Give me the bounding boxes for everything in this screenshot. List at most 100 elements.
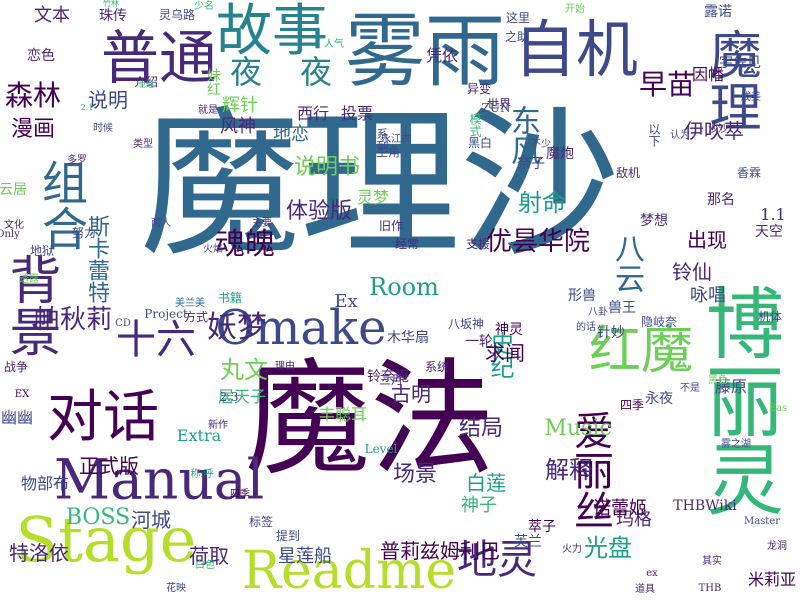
word-10: 对话 xyxy=(47,385,159,450)
word-164: 也是 xyxy=(138,80,154,89)
word-89: 天空 xyxy=(755,224,783,240)
word-48: 正式版 xyxy=(79,454,139,478)
word-ex-61: Ex xyxy=(334,291,358,312)
word-47: 光盘 xyxy=(584,534,632,562)
word-72: 物部布 xyxy=(20,474,70,493)
word-151: 世界 xyxy=(486,97,512,111)
word-139: 旧作 xyxy=(378,219,404,233)
word-27: 漫画 xyxy=(10,117,56,142)
word-58: 风神 xyxy=(220,116,256,137)
word-7: 故事 xyxy=(216,0,328,64)
word-75: 露诺 xyxy=(704,4,732,20)
word-0: 魔理沙 xyxy=(139,91,621,278)
word-127: 地狱 xyxy=(29,244,55,258)
word-145: 认为 xyxy=(670,130,690,141)
word-110: 龙洞 xyxy=(767,541,787,552)
word-63: 丰聪耳 xyxy=(318,405,368,424)
word-5: 魔理 xyxy=(700,28,760,132)
word-36: 铃仙 xyxy=(672,260,712,284)
word-3: 博丽灵 xyxy=(693,283,783,517)
word-74: 珠传 xyxy=(99,8,127,24)
word-85: 魔炮 xyxy=(546,146,574,162)
word-105: 八坂神 xyxy=(447,317,485,331)
word-173: 不是 xyxy=(680,383,700,394)
word-23: 夜 xyxy=(299,53,333,91)
word-54: 白莲 xyxy=(466,471,506,495)
word-15: 红魔 xyxy=(588,321,694,381)
word-22: 夜 xyxy=(229,53,263,91)
word-42: 古明 xyxy=(391,382,431,406)
word-97: 芙兰 xyxy=(514,534,542,550)
word-52: 玛格 xyxy=(616,509,652,530)
word-91: 一轮 xyxy=(465,334,493,350)
word-102: 系统 xyxy=(424,360,450,374)
word-53: 特洛依 xyxy=(9,541,69,565)
word-141: 支援 xyxy=(465,237,491,251)
word-148: 这里 xyxy=(505,11,531,25)
word-46: 场景 xyxy=(392,462,438,487)
word-35: 出现 xyxy=(687,228,727,252)
word-120: 新作 xyxy=(208,420,228,431)
word-omake-14: Omake xyxy=(215,300,387,356)
word-163: 竹林 xyxy=(103,0,119,8)
word-150: 异变 xyxy=(466,82,492,96)
word-8: 背景 xyxy=(0,253,60,357)
word-thbwiki-98: THBWiki xyxy=(673,498,737,514)
word-79: 宇佐见 xyxy=(719,55,761,71)
word-157: 灵乌路 xyxy=(158,8,196,22)
word-extra-62: Extra xyxy=(176,426,222,445)
word-80: 因幡 xyxy=(691,65,725,84)
word-161: 不少 xyxy=(531,139,551,150)
word-1-1-59: 1.1 xyxy=(760,205,786,224)
word-64: 星莲船 xyxy=(278,546,332,567)
word-21: 八云 xyxy=(609,233,644,293)
word-118: 标签 xyxy=(248,515,274,529)
word-only-130: Only xyxy=(0,229,20,240)
word-115: 花映 xyxy=(166,583,186,594)
word-master-109: Master xyxy=(743,516,781,527)
word-158: 永江衣 xyxy=(381,134,411,145)
word-146: 沙沙 xyxy=(708,124,728,135)
word-172: 黑色 xyxy=(708,375,728,386)
word-room-37: Room xyxy=(369,273,439,301)
word-87: 梦想 xyxy=(640,213,668,229)
word-55: 斯卡蕾特 xyxy=(84,215,109,303)
word-156: 少名 xyxy=(194,1,214,12)
word-86: 奈子 xyxy=(517,156,545,172)
word-25: 森林 xyxy=(4,79,62,112)
word-69: 米莉亚 xyxy=(747,570,797,589)
word-137: 主要 xyxy=(252,218,272,229)
word-16: 爱丽丝 xyxy=(567,410,613,530)
word-100: 铃奈庵 xyxy=(367,369,409,385)
word-129: 透露 xyxy=(19,274,39,285)
word-162: 开始 xyxy=(565,4,585,15)
word-126: 书籍 xyxy=(217,291,243,305)
word-77: 介绍 xyxy=(133,75,159,89)
word-ex-114: ex xyxy=(646,568,658,579)
word-34: 伊吹萃 xyxy=(684,119,744,143)
word-149: 之助 xyxy=(504,30,530,44)
word-1: 魔法 xyxy=(245,347,495,493)
word-project-124: Project xyxy=(144,307,188,321)
word-level-103: Level xyxy=(364,442,398,456)
word-20: 魂魄 xyxy=(215,227,275,262)
word-thb-112: THB xyxy=(698,583,722,594)
word-28: 文本 xyxy=(34,5,70,26)
word-31: 射命 xyxy=(518,189,566,217)
word-17: 地灵 xyxy=(457,537,537,583)
word-eas-175: Eas xyxy=(768,403,788,414)
word-6: 普通 xyxy=(100,24,218,92)
word-93: 形兽 xyxy=(568,288,596,304)
word-128: 努力 xyxy=(71,226,97,240)
word-30: 说明书 xyxy=(293,155,361,180)
word-67: 灵梦 xyxy=(356,188,390,207)
word-140: 经常 xyxy=(394,237,420,251)
word-94: 针妙 xyxy=(597,325,625,341)
word-125: 方式 xyxy=(183,310,209,324)
word-66: 神子 xyxy=(461,495,497,516)
word-43: 结局 xyxy=(458,416,504,441)
word-40: 史纪 xyxy=(486,331,514,379)
word-57: 辉针 xyxy=(222,95,258,116)
word-116: 白色 xyxy=(195,560,215,571)
word-135: 就是 xyxy=(198,105,218,116)
